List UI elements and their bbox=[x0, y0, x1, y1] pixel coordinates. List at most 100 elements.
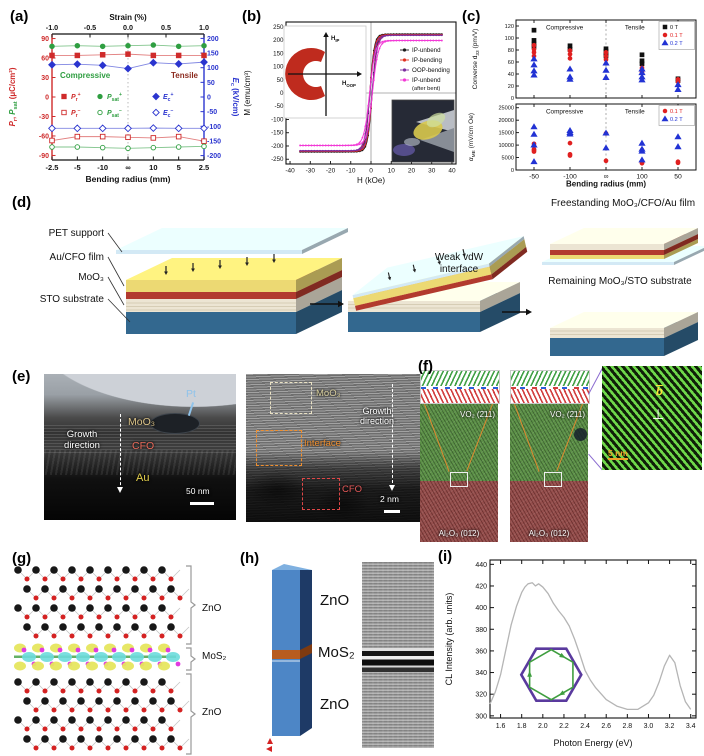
svg-text:Converse d33 (pm/V): Converse d33 (pm/V) bbox=[472, 29, 481, 90]
svg-text:-100: -100 bbox=[207, 124, 221, 131]
svg-text:Bending radius (mm): Bending radius (mm) bbox=[85, 174, 170, 184]
svg-text:0: 0 bbox=[45, 95, 49, 102]
svg-text:420: 420 bbox=[475, 583, 487, 590]
panel-f: (f) VO₂ (2̄11) Al₂O₃ (01̄2) bbox=[416, 354, 704, 554]
svg-text:3.0: 3.0 bbox=[644, 723, 654, 730]
svg-text:-200: -200 bbox=[271, 143, 284, 150]
svg-text:0.0: 0.0 bbox=[123, 23, 133, 32]
panel-d: (d) PET support Au/CFO film MoO₃ STO sub… bbox=[8, 192, 704, 366]
svg-text:0.2 T: 0.2 T bbox=[670, 117, 683, 123]
svg-text:-0.5: -0.5 bbox=[84, 23, 96, 32]
panel-g-label: (g) bbox=[12, 550, 32, 567]
svg-text:-20: -20 bbox=[326, 168, 336, 175]
svg-text:-50: -50 bbox=[529, 174, 539, 181]
svg-text:100: 100 bbox=[636, 174, 648, 181]
svg-text:50: 50 bbox=[207, 80, 215, 87]
interface-roi-box bbox=[256, 430, 302, 466]
al2o3-region bbox=[510, 481, 588, 542]
svg-text:0.2 T: 0.2 T bbox=[670, 41, 683, 47]
svg-text:-40: -40 bbox=[285, 168, 295, 175]
svg-text:30: 30 bbox=[428, 168, 436, 175]
f-zoom-lattice-image: b ⊥ 5 nm bbox=[602, 366, 702, 470]
svg-text:-50: -50 bbox=[207, 109, 217, 116]
mos2-dark-band bbox=[362, 647, 434, 672]
svg-text:Psat−: Psat− bbox=[107, 108, 122, 119]
svg-text:20: 20 bbox=[508, 84, 514, 90]
svg-text:∞: ∞ bbox=[604, 174, 609, 181]
h-zno-top-label: ZnO bbox=[320, 592, 350, 609]
svg-text:-60: -60 bbox=[39, 133, 49, 140]
svg-text:-10: -10 bbox=[346, 168, 356, 175]
svg-text:0.5: 0.5 bbox=[161, 23, 171, 32]
svg-text:0: 0 bbox=[207, 95, 211, 102]
pet-support-label: PET support bbox=[48, 228, 104, 239]
e-right-scale-text: 2 nm bbox=[380, 494, 399, 504]
al2o3-plane-hatch bbox=[511, 388, 589, 403]
pt-blob bbox=[149, 413, 200, 435]
zoom-connector-line bbox=[588, 453, 603, 471]
svg-text:-100: -100 bbox=[271, 116, 284, 123]
weak-vdw-interface-label: Weak vdW interface bbox=[434, 252, 484, 275]
svg-text:2.6: 2.6 bbox=[601, 723, 611, 730]
g-mos2-label: MoS₂ bbox=[202, 651, 227, 662]
svg-text:60: 60 bbox=[41, 56, 49, 63]
panel-d-schematic bbox=[107, 228, 704, 356]
svg-text:200: 200 bbox=[207, 36, 219, 43]
vo2-plane-hatch bbox=[511, 371, 589, 387]
svg-text:IP-unbend: IP-unbend bbox=[412, 47, 441, 54]
vo2-plane-hatch bbox=[421, 371, 499, 387]
zoom-connector-line bbox=[587, 367, 604, 395]
svg-text:2.4: 2.4 bbox=[580, 723, 590, 730]
panel-e-label: (e) bbox=[12, 368, 31, 385]
al2o3-plane-label-1: Al₂O₃ (01̄2) bbox=[438, 529, 480, 538]
al2o3-region bbox=[420, 481, 498, 542]
nanorod-schematic bbox=[266, 564, 312, 752]
svg-text:2.2: 2.2 bbox=[559, 723, 569, 730]
svg-text:150: 150 bbox=[207, 51, 219, 58]
panel-a-label: (a) bbox=[10, 8, 29, 25]
svg-text:360: 360 bbox=[475, 648, 487, 655]
svg-text:Pr, Psat (μC/cm²): Pr, Psat (μC/cm²) bbox=[8, 67, 19, 126]
e-left-growth-arrow bbox=[116, 414, 123, 493]
svg-text:-90: -90 bbox=[39, 153, 49, 160]
h-zno-bottom-label: ZnO bbox=[320, 696, 350, 713]
svg-text:250: 250 bbox=[273, 24, 284, 31]
svg-text:3.2: 3.2 bbox=[665, 723, 675, 730]
svg-text:1.8: 1.8 bbox=[517, 723, 527, 730]
h-mos2-label: MoS₂ bbox=[318, 644, 355, 661]
panel-c-label: (c) bbox=[462, 8, 481, 25]
svg-text:100: 100 bbox=[273, 64, 284, 71]
svg-text:-250: -250 bbox=[271, 156, 284, 163]
svg-text:0.1 T: 0.1 T bbox=[670, 109, 683, 115]
panel-b: (b) -40 -30 -20 -10 0 10 20 30 40 250 200 150 100 50 0… bbox=[240, 6, 464, 194]
svg-text:-10: -10 bbox=[97, 163, 108, 172]
e-left-growth-direction-label: Growth direction bbox=[64, 429, 100, 451]
e-left-cfo-label: CFO bbox=[132, 440, 155, 452]
moo3-label: MoO₃ bbox=[78, 272, 104, 283]
e-right-scale-bar bbox=[384, 510, 400, 513]
h-tem-strip bbox=[362, 562, 434, 748]
svg-text:Ec (kV/cm): Ec (kV/cm) bbox=[229, 78, 240, 117]
svg-text:IP-bending: IP-bending bbox=[412, 57, 442, 64]
svg-text:-200: -200 bbox=[207, 153, 221, 160]
svg-text:Pr−: Pr− bbox=[71, 108, 81, 119]
svg-text:H (kOe): H (kOe) bbox=[357, 176, 385, 185]
panel-i: (i) 1.6 1.8 2.0 2.2 2.4 2.6 2.8 3.0 3.2 3.4 440 420… bbox=[438, 548, 704, 756]
svg-text:2.0: 2.0 bbox=[538, 723, 548, 730]
panel-h: (h) ZnO MoS₂ ZnO bbox=[240, 548, 438, 756]
svg-text:0: 0 bbox=[280, 90, 284, 97]
sto-substrate-label: STO substrate bbox=[39, 294, 104, 305]
panel-b-chart: -40 -30 -20 -10 0 10 20 30 40250200150100500-50-… bbox=[243, 21, 457, 185]
svg-text:0: 0 bbox=[511, 168, 514, 174]
svg-text:2.5: 2.5 bbox=[199, 163, 209, 172]
vo2-plane-label-2: VO₂ (2̄11) bbox=[550, 410, 585, 419]
svg-text:Psat+: Psat+ bbox=[107, 92, 122, 103]
svg-text:-2.5: -2.5 bbox=[46, 163, 59, 172]
svg-text:Photon Energy (eV): Photon Energy (eV) bbox=[553, 738, 632, 748]
svg-text:Strain (%): Strain (%) bbox=[109, 13, 147, 22]
svg-text:0 T: 0 T bbox=[670, 25, 679, 31]
e-left-au-label: Au bbox=[136, 472, 150, 484]
svg-text:Ec−: Ec− bbox=[163, 108, 173, 119]
svg-text:150: 150 bbox=[273, 50, 284, 57]
